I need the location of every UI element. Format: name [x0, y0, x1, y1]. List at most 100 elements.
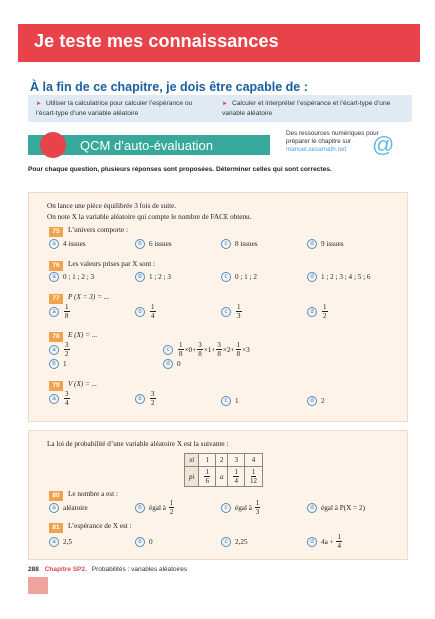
option-c-badge: c: [221, 396, 231, 406]
option-a-badge: a: [49, 239, 59, 249]
option-a-badge: a: [49, 344, 59, 355]
objectives-box: ► Utiliser la calculatrice pour calculer …: [28, 95, 412, 122]
question-number: 76: [49, 261, 63, 271]
question-number: 79: [49, 381, 63, 391]
option-b-badge: b: [135, 393, 145, 404]
resources-note: Des ressources numériques pour préparer …: [286, 130, 381, 154]
question-text: L’univers comporte :: [68, 226, 129, 234]
option-b-badge: b: [135, 306, 145, 317]
triangle-icon: ►: [36, 101, 42, 107]
answer-option[interactable]: a aléatoire: [49, 503, 88, 513]
context-line: On note X la variable aléatoire qui comp…: [47, 213, 252, 221]
qcm-header-bar: [28, 135, 270, 155]
option-a-badge: a: [49, 503, 59, 513]
question-number: 81: [49, 523, 63, 533]
resources-link[interactable]: manuel.sesamath.net: [286, 146, 347, 153]
option-c-badge: c: [221, 306, 231, 317]
qcm-circle-icon: [40, 132, 66, 158]
answer-option[interactable]: d égal à P(X = 2): [307, 503, 365, 513]
question-text: L’espérance de X est :: [68, 522, 132, 530]
option-c-badge: c: [221, 537, 231, 547]
answer-option[interactable]: c 1 8 ×0+ 3 8 ×1+ 3 8 ×2+ 1 8 ×3: [163, 341, 250, 358]
corner-tab: [28, 577, 48, 594]
objectives-title: À la fin de ce chapitre, je dois être ca…: [30, 80, 308, 94]
context-line: On lance une pièce équilibrée 3 fois de …: [47, 202, 177, 210]
option-b-badge: b: [135, 272, 145, 282]
question-number: 75: [49, 227, 63, 237]
option-d-badge: d: [307, 396, 317, 406]
option-b-badge: b: [135, 537, 145, 547]
objective-item: ► Utiliser la calculatrice pour calculer …: [36, 100, 193, 117]
question-text: E (X) = ...: [68, 331, 98, 339]
option-a-badge: a: [49, 537, 59, 547]
objective-item: ► Calculer et interpréter l’espérance et …: [222, 100, 391, 117]
option-a-badge: a: [49, 272, 59, 282]
option-c-badge: c: [221, 502, 231, 513]
option-b-badge: b: [49, 359, 59, 369]
table-header: pi: [183, 466, 200, 487]
answer-option[interactable]: a 2,5: [49, 537, 72, 547]
chapter-subtitle: Probabilités : variables aléatoires: [91, 566, 188, 573]
resources-text: Des ressources numériques pour préparer …: [286, 130, 379, 145]
table-header: xi: [183, 453, 200, 467]
option-c-badge: c: [163, 344, 173, 355]
instruction: Pour chaque question, plusieurs réponses…: [28, 166, 332, 173]
question-text: Le nombre a est :: [68, 490, 118, 498]
at-sign-icon: @: [372, 132, 395, 157]
option-b-badge: b: [135, 502, 145, 513]
option-c-badge: c: [221, 239, 231, 249]
question-text: V (X) = ...: [68, 380, 98, 388]
question-text: Les valeurs prises par X sont :: [68, 260, 156, 268]
chapter-label: Chapitre SP2.: [44, 566, 87, 573]
qcm-card-1: On lance une pièce équilibrée 3 fois de …: [28, 192, 408, 422]
question-number: 77: [49, 294, 63, 304]
option-d-badge: d: [307, 239, 317, 249]
option-b-badge: b: [135, 239, 145, 249]
qcm-card-2: La loi de probabilité d’une variable alé…: [28, 430, 408, 560]
question-text: P (X = 3) = ...: [68, 293, 110, 301]
qcm-title: QCM d’auto-évaluation: [80, 138, 213, 153]
option-d-badge: d: [307, 503, 317, 513]
context-line: La loi de probabilité d’une variable alé…: [47, 440, 229, 448]
banner-bar: Je teste mes connaissances: [18, 24, 420, 62]
page-footer: 288 Chapitre SP2. Probabilités : variabl…: [28, 566, 187, 573]
page-number: 288: [28, 566, 39, 573]
option-d-badge: d: [307, 272, 317, 282]
triangle-icon: ►: [222, 101, 228, 107]
option-d-badge: d: [163, 359, 173, 369]
question-number: 78: [49, 332, 63, 342]
answer-option[interactable]: c 2,25: [221, 537, 248, 547]
banner: Je teste mes connaissances: [0, 0, 435, 62]
option-d-badge: d: [307, 536, 317, 547]
option-c-badge: c: [221, 272, 231, 282]
